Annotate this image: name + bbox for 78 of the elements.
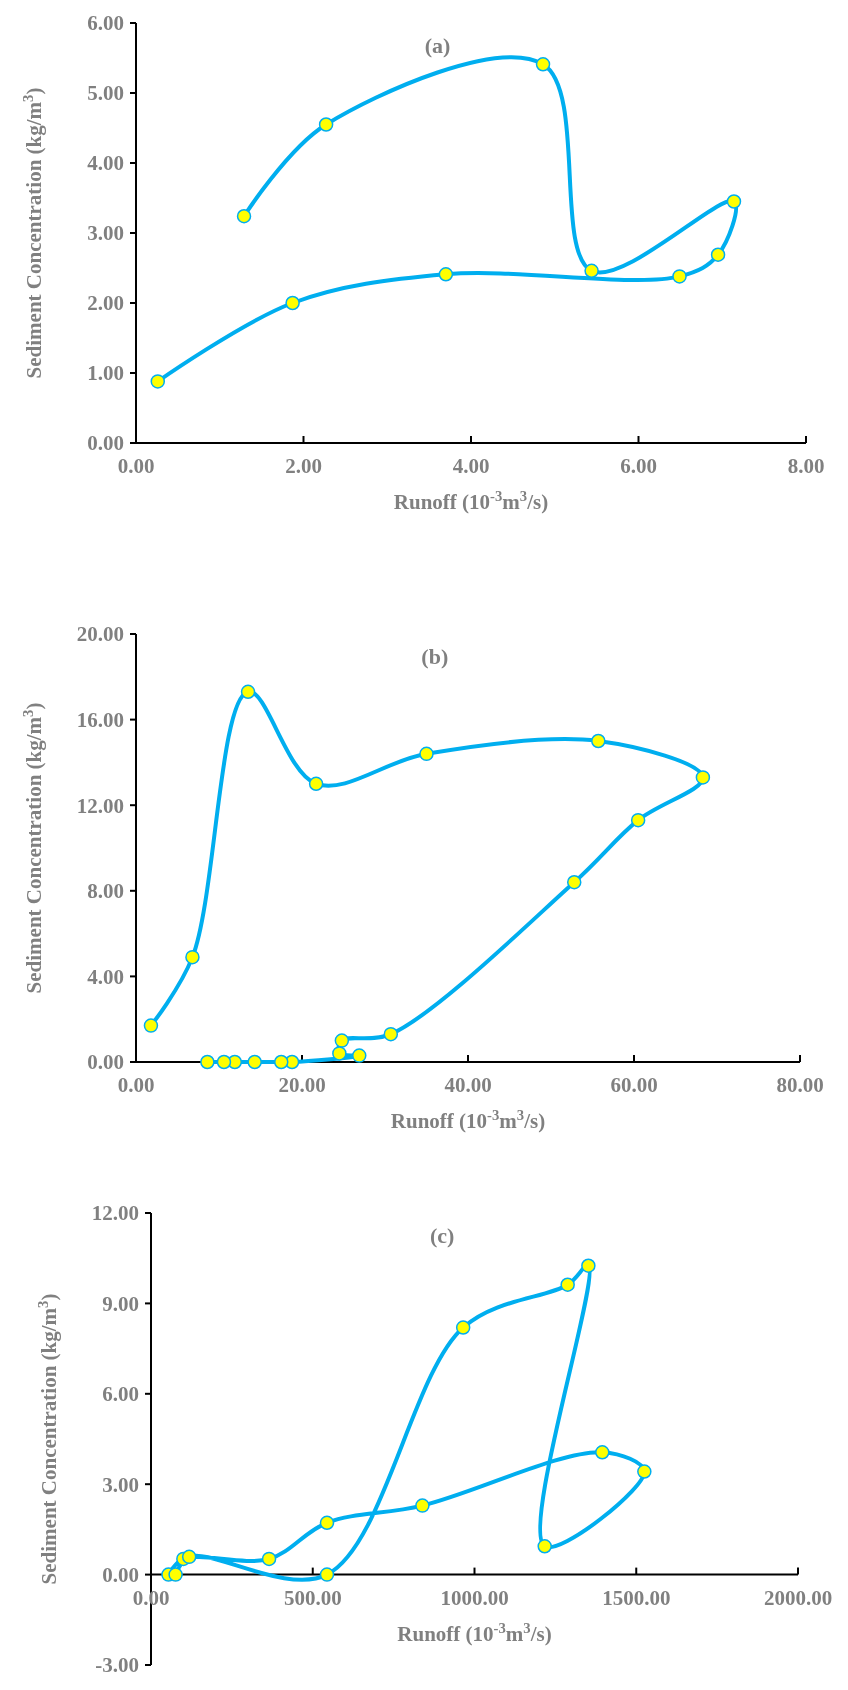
y-tick-label: 6.00: [102, 1382, 139, 1407]
y-tick-label: 0.00: [87, 1050, 124, 1075]
point: [319, 1567, 335, 1582]
x-tick-label: 8.00: [787, 454, 825, 478]
point: [537, 1539, 552, 1554]
x-tick-label: 0.00: [117, 454, 155, 478]
x-tick-label: 1000.00: [440, 1585, 509, 1610]
point: [240, 684, 256, 700]
x-tick-label: 4.00: [452, 454, 490, 478]
x-tick-label: 2.00: [285, 454, 322, 478]
y-tick-label: 2.00: [87, 291, 124, 316]
text: (a): [424, 33, 451, 58]
point: [185, 949, 200, 965]
point: [595, 1445, 610, 1460]
point: [274, 1054, 289, 1070]
x-tick-label: 80.00: [776, 1073, 824, 1097]
point: [150, 374, 166, 389]
point: [383, 1026, 399, 1042]
x-tick-label: 500.00: [283, 1585, 342, 1610]
point: [308, 776, 324, 792]
y-tick-label: -3.00: [95, 1653, 139, 1678]
y-tick-label: 3.00: [102, 1472, 139, 1497]
x-axis-title: Runoff (10$^{-3}$m$^{3}$/s): [393, 488, 549, 514]
point: [672, 269, 687, 284]
x-tick-label: 60.00: [610, 1073, 658, 1097]
y-tick-label: 0.00: [102, 1562, 139, 1587]
point: [419, 746, 434, 762]
point: [415, 1498, 430, 1513]
x-tick-label: 0.00: [117, 1073, 155, 1097]
point: [200, 1054, 215, 1070]
point: [352, 1048, 367, 1063]
y-tick-label: 20.00: [76, 622, 124, 647]
point: [535, 57, 551, 72]
x-axis-title: Runoff (10$^{-3}$m$^{3}$/s): [390, 1107, 546, 1133]
x-tick-label: 40.00: [444, 1073, 492, 1097]
y-tick-label: 5.00: [87, 81, 124, 106]
x-tick-label: 2000.00: [763, 1585, 833, 1610]
point: [591, 733, 606, 749]
x-tick-label: 1500.00: [602, 1585, 671, 1610]
y-tick-label: 0.00: [87, 431, 124, 456]
y-tick-label: 9.00: [102, 1291, 139, 1316]
x-axis-title: Runoff (10$^{-3}$m$^{3}$/s): [397, 1619, 552, 1646]
point: [332, 1046, 347, 1061]
point: [630, 812, 646, 828]
point: [560, 1277, 575, 1292]
point: [726, 194, 742, 209]
point: [247, 1054, 262, 1070]
point: [455, 1320, 471, 1335]
point: [584, 263, 599, 279]
point: [143, 1018, 159, 1033]
y-tick-label: 1.00: [87, 361, 124, 386]
point: [168, 1567, 183, 1582]
point: [181, 1549, 197, 1565]
point: [581, 1258, 596, 1273]
x-tick-label: 20.00: [278, 1073, 326, 1097]
point: [695, 770, 711, 785]
text: (b): [421, 644, 449, 669]
y-tick-label: 8.00: [87, 879, 124, 904]
point: [438, 267, 454, 282]
point: [318, 117, 334, 132]
y-tick-label: 16.00: [76, 707, 124, 732]
point: [637, 1464, 652, 1479]
y-tick-label: 6.00: [87, 11, 124, 36]
text: (c): [429, 1223, 455, 1248]
x-tick-label: 6.00: [620, 454, 657, 478]
point: [285, 295, 300, 311]
y-tick-label: 12.00: [91, 1201, 139, 1226]
y-tick-label: 4.00: [87, 964, 124, 989]
point: [710, 247, 726, 262]
y-tick-label: 12.00: [76, 793, 124, 818]
point: [319, 1515, 335, 1531]
y-tick-label: 4.00: [87, 151, 124, 176]
point: [261, 1551, 277, 1567]
point: [216, 1054, 232, 1070]
point: [334, 1033, 350, 1048]
point: [236, 208, 252, 224]
point: [566, 874, 582, 890]
y-tick-label: 3.00: [87, 221, 124, 246]
